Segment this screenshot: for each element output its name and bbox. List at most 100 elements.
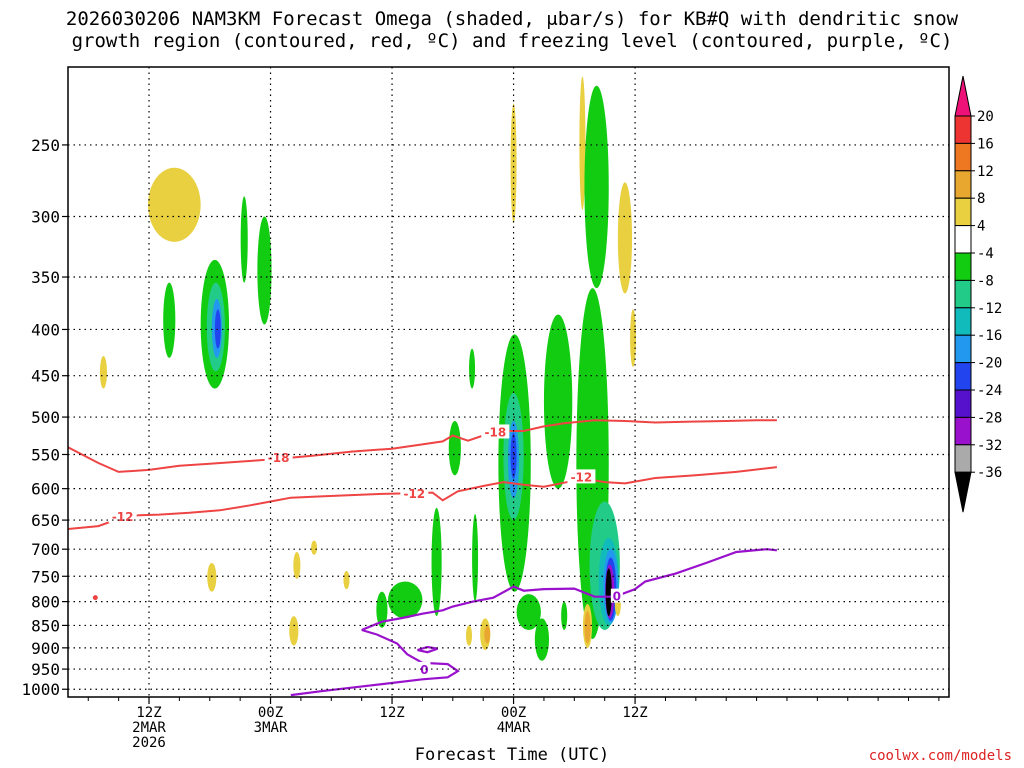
dgz-label-3: -18 bbox=[484, 425, 506, 439]
omega-shade-31 bbox=[561, 601, 568, 631]
omega-shade-14 bbox=[376, 591, 388, 628]
y-tick-label-300: 300 bbox=[31, 208, 60, 227]
colorbar-box-2 bbox=[954, 142, 972, 172]
dgz-contour-1 bbox=[68, 466, 778, 530]
omega-shade-44 bbox=[617, 182, 633, 294]
freezing-label-bg-0 bbox=[418, 661, 431, 676]
colorbar-label-5: -4 bbox=[977, 246, 994, 262]
dgz-label-bg-2 bbox=[400, 485, 429, 500]
colorbar-box-12 bbox=[954, 416, 972, 446]
colorbar-box-3 bbox=[954, 170, 972, 199]
omega-shade-1 bbox=[147, 167, 201, 242]
omega-shade-28 bbox=[534, 618, 550, 661]
freezing-level-contour-2 bbox=[417, 645, 438, 654]
y-tick-label-350: 350 bbox=[31, 268, 60, 287]
x-tick-label-30-0: 12Z bbox=[379, 705, 404, 721]
colorbar-label-1: 16 bbox=[977, 136, 994, 152]
x-tick-label-42-1: 4MAR bbox=[497, 720, 531, 736]
omega-shade-2 bbox=[163, 282, 176, 358]
chart-title-line1: 2026030206 NAM3KM Forecast Omega (shaded… bbox=[65, 8, 959, 30]
colorbar: 20 16 12 8 4 -4 -8 -12 -16 -20 -24 -28 -32 -36 bbox=[954, 75, 1002, 513]
omega-shade-30 bbox=[543, 314, 573, 489]
freezing-label-0: 0 bbox=[420, 663, 428, 677]
x-tick-label-42-0: 00Z bbox=[501, 705, 526, 721]
dgz-label-2: -12 bbox=[403, 487, 425, 501]
y-tick-label-400: 400 bbox=[31, 320, 60, 339]
x-tick-label-6-0: 12Z bbox=[136, 705, 161, 721]
dgz-label-bg-3 bbox=[481, 424, 510, 439]
colorbar-label-6: -8 bbox=[977, 273, 994, 289]
colorbar-box-13 bbox=[954, 444, 972, 473]
y-tick-label-850: 850 bbox=[31, 616, 60, 635]
freezing-level-contour-0 bbox=[361, 548, 778, 632]
omega-shade-27 bbox=[516, 594, 541, 631]
colorbar-label-0: 20 bbox=[977, 109, 994, 125]
x-tick-label-6-2: 2026 bbox=[132, 735, 166, 751]
colorbar-box-10 bbox=[954, 362, 972, 391]
omega-shade-40 bbox=[605, 568, 612, 617]
omega-shade-7 bbox=[240, 196, 248, 283]
colorbar-label-11: -28 bbox=[977, 410, 1002, 426]
y-tick-label-800: 800 bbox=[31, 593, 60, 612]
credit-text: coolwx.com/models bbox=[868, 748, 1012, 764]
dgz-label-1: -12 bbox=[112, 510, 134, 524]
omega-shade-45 bbox=[630, 309, 637, 367]
colorbar-label-9: -20 bbox=[977, 356, 1002, 372]
omega-shade-16 bbox=[431, 507, 442, 617]
y-tick-label-1000: 1000 bbox=[21, 680, 60, 699]
y-axis: 250 300 350 400 450 500 550 600 650 700 750 800 850 9… bbox=[21, 136, 68, 699]
omega-shade-42 bbox=[584, 611, 591, 644]
omega-shade-15 bbox=[387, 581, 423, 619]
grid bbox=[68, 67, 949, 697]
freezing-label-1: 0 bbox=[613, 590, 621, 604]
x-tick-label-18-1: 3MAR bbox=[254, 720, 288, 736]
omega-shade-17 bbox=[448, 420, 461, 476]
colorbar-bottom-triangle bbox=[954, 471, 972, 513]
dgz-contour-0 bbox=[68, 419, 777, 473]
omega-shade-21 bbox=[469, 348, 476, 389]
omega-shade-18 bbox=[465, 625, 473, 646]
colorbar-label-4: 4 bbox=[977, 219, 985, 235]
dgz-label-bg-0 bbox=[264, 450, 293, 465]
dgz-dot-0 bbox=[92, 595, 98, 601]
y-tick-label-250: 250 bbox=[31, 136, 60, 155]
dgz-label-0: -18 bbox=[268, 451, 290, 465]
omega-shade-33 bbox=[584, 85, 609, 289]
omega-shade-26 bbox=[510, 432, 517, 479]
colorbar-label-12: -32 bbox=[977, 438, 1002, 454]
y-tick-label-500: 500 bbox=[31, 408, 60, 427]
colorbar-box-1 bbox=[954, 115, 972, 144]
plot-frame bbox=[67, 66, 950, 698]
omega-shade-22 bbox=[472, 513, 479, 602]
y-tick-label-550: 550 bbox=[31, 445, 60, 464]
x-tick-label-18-0: 00Z bbox=[258, 705, 283, 721]
colorbar-label-10: -24 bbox=[977, 383, 1002, 399]
colorbar-label-13: -36 bbox=[977, 465, 1002, 481]
freezing-label-bg-1 bbox=[610, 588, 623, 603]
omega-shade-32 bbox=[579, 76, 586, 210]
chart-title-line2: growth region (contoured, red, ºC) and f… bbox=[71, 30, 953, 52]
x-tick-label-54-0: 12Z bbox=[622, 705, 647, 721]
colorbar-box-8 bbox=[954, 307, 972, 336]
omega-shade-0 bbox=[99, 356, 107, 389]
omega-shade-9 bbox=[207, 562, 217, 592]
colorbar-label-2: 12 bbox=[977, 164, 994, 180]
y-tick-label-700: 700 bbox=[31, 540, 60, 559]
dgz-label-bg-4 bbox=[567, 469, 596, 484]
omega-shade-8 bbox=[257, 216, 272, 325]
omega-shade-10 bbox=[293, 551, 301, 579]
colorbar-top-triangle bbox=[954, 75, 972, 117]
y-tick-label-450: 450 bbox=[31, 367, 60, 386]
colorbar-box-11 bbox=[954, 389, 972, 418]
colorbar-box-4 bbox=[954, 197, 972, 227]
freezing-level-contour-1 bbox=[290, 628, 460, 697]
colorbar-box-7 bbox=[954, 279, 972, 309]
omega-shade-11 bbox=[311, 540, 318, 555]
omega-shade-20 bbox=[484, 625, 491, 644]
y-tick-label-750: 750 bbox=[31, 567, 60, 586]
colorbar-label-7: -12 bbox=[977, 301, 1002, 317]
dgz-label-4: -12 bbox=[571, 470, 593, 484]
omega-shade-29 bbox=[510, 103, 517, 223]
omega-shade-12 bbox=[343, 571, 350, 590]
